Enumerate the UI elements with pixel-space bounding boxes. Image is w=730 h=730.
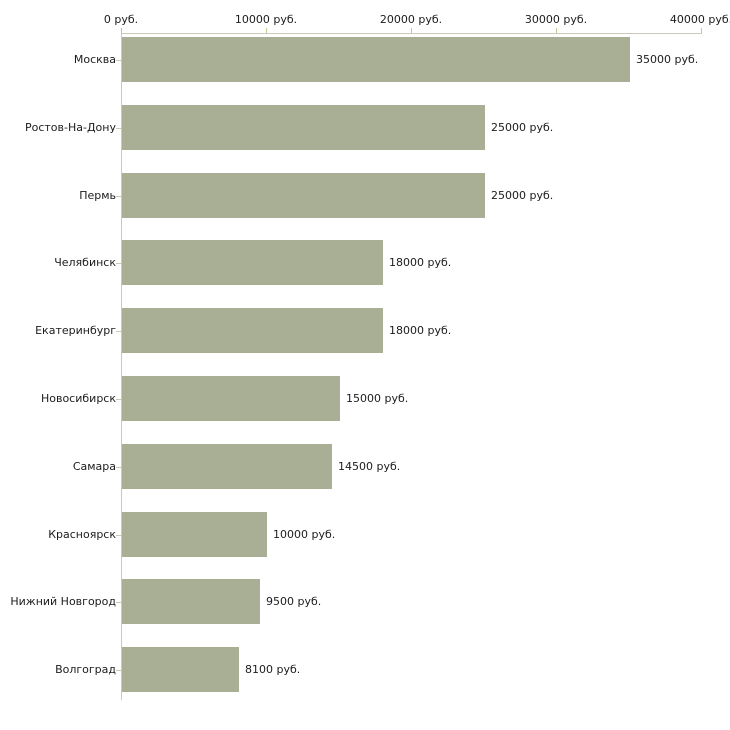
category-label: Волгоград (55, 663, 116, 676)
value-label: 14500 руб. (338, 460, 401, 473)
bar (122, 240, 383, 285)
x-axis-tick-mark (121, 28, 122, 33)
category-label: Москва (73, 53, 116, 66)
bar (122, 647, 239, 692)
x-axis-tick-label: 30000 руб. (524, 13, 588, 26)
category-label: Екатеринбург (35, 324, 116, 337)
value-label: 18000 руб. (389, 324, 452, 337)
category-tick-mark (116, 263, 121, 264)
value-label: 35000 руб. (636, 53, 699, 66)
x-axis-tick-mark (701, 28, 702, 33)
bar (122, 512, 267, 557)
x-axis-tick-mark (266, 28, 267, 33)
x-axis-tick-label: 20000 руб. (379, 13, 443, 26)
category-label: Красноярск (48, 528, 116, 541)
x-axis-tick-label: 0 руб. (103, 13, 139, 26)
bar (122, 105, 485, 150)
value-label: 25000 руб. (491, 121, 554, 134)
category-tick-mark (116, 467, 121, 468)
category-label: Нижний Новгород (10, 595, 116, 608)
bar (122, 376, 340, 421)
x-axis-tick-mark (411, 28, 412, 33)
category-tick-mark (116, 331, 121, 332)
value-label: 15000 руб. (346, 392, 409, 405)
x-axis-tick-mark (556, 28, 557, 33)
value-label: 18000 руб. (389, 256, 452, 269)
category-label: Ростов-На-Дону (24, 121, 116, 134)
value-label: 10000 руб. (273, 528, 336, 541)
category-tick-mark (116, 60, 121, 61)
category-tick-mark (116, 602, 121, 603)
category-tick-mark (116, 670, 121, 671)
value-label: 8100 руб. (245, 663, 301, 676)
bar (122, 579, 260, 624)
bar (122, 173, 485, 218)
x-axis-line (121, 33, 702, 34)
category-label: Самара (72, 460, 116, 473)
category-label: Челябинск (54, 256, 116, 269)
category-tick-mark (116, 128, 121, 129)
bar (122, 444, 332, 489)
category-tick-mark (116, 399, 121, 400)
category-tick-mark (116, 196, 121, 197)
bar (122, 37, 630, 82)
x-axis-tick-label: 10000 руб. (234, 13, 298, 26)
category-label: Пермь (79, 189, 116, 202)
category-label: Новосибирск (40, 392, 116, 405)
x-axis-tick-label: 40000 руб. (669, 13, 730, 26)
category-tick-mark (116, 535, 121, 536)
value-label: 9500 руб. (266, 595, 322, 608)
value-label: 25000 руб. (491, 189, 554, 202)
bar (122, 308, 383, 353)
y-axis-line (121, 33, 122, 700)
